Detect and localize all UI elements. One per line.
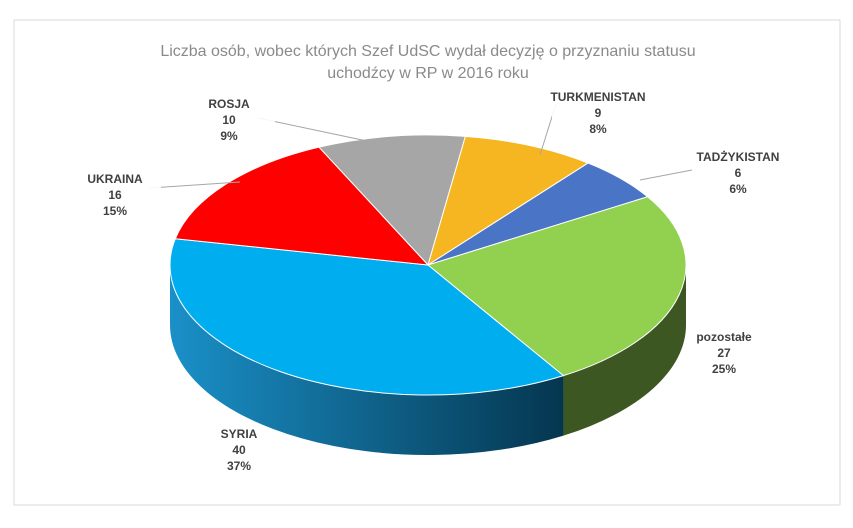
category-label: pozostałe bbox=[696, 330, 752, 344]
value-label: 27 bbox=[717, 346, 731, 360]
leader-line bbox=[639, 169, 693, 181]
category-label: SYRIA bbox=[221, 427, 258, 441]
slice bbox=[426, 196, 687, 377]
chart-title: Liczba osób, wobec których Szef UdSC wyd… bbox=[160, 43, 695, 60]
percent-label: 37% bbox=[227, 459, 251, 473]
value-label: 10 bbox=[222, 113, 236, 127]
value-label: 40 bbox=[232, 443, 246, 457]
label-box bbox=[183, 95, 275, 147]
slice bbox=[169, 238, 565, 396]
category-label: ROSJA bbox=[208, 97, 250, 111]
value-label: 16 bbox=[108, 188, 122, 202]
slice-side bbox=[170, 265, 564, 455]
category-label: TADŻYKISTAN bbox=[697, 149, 780, 164]
leader-line bbox=[149, 181, 241, 189]
percent-label: 25% bbox=[712, 362, 736, 376]
leader-line bbox=[257, 117, 401, 149]
percent-label: 8% bbox=[589, 122, 607, 136]
slice bbox=[174, 146, 430, 266]
chart-title: uchodźcy w RP w 2016 roku bbox=[327, 65, 529, 82]
label-box bbox=[692, 148, 784, 200]
value-label: 9 bbox=[595, 106, 602, 120]
slice-side bbox=[563, 265, 686, 436]
percent-label: 9% bbox=[220, 129, 238, 143]
label-box bbox=[69, 170, 161, 222]
slice bbox=[427, 135, 590, 267]
slice bbox=[318, 134, 467, 266]
category-label: UKRAINA bbox=[87, 172, 143, 186]
percent-label: 6% bbox=[729, 182, 747, 196]
label-box bbox=[552, 88, 644, 140]
category-label: TURKMENISTAN bbox=[550, 90, 645, 104]
percent-label: 15% bbox=[103, 204, 127, 218]
value-label: 6 bbox=[735, 166, 742, 180]
